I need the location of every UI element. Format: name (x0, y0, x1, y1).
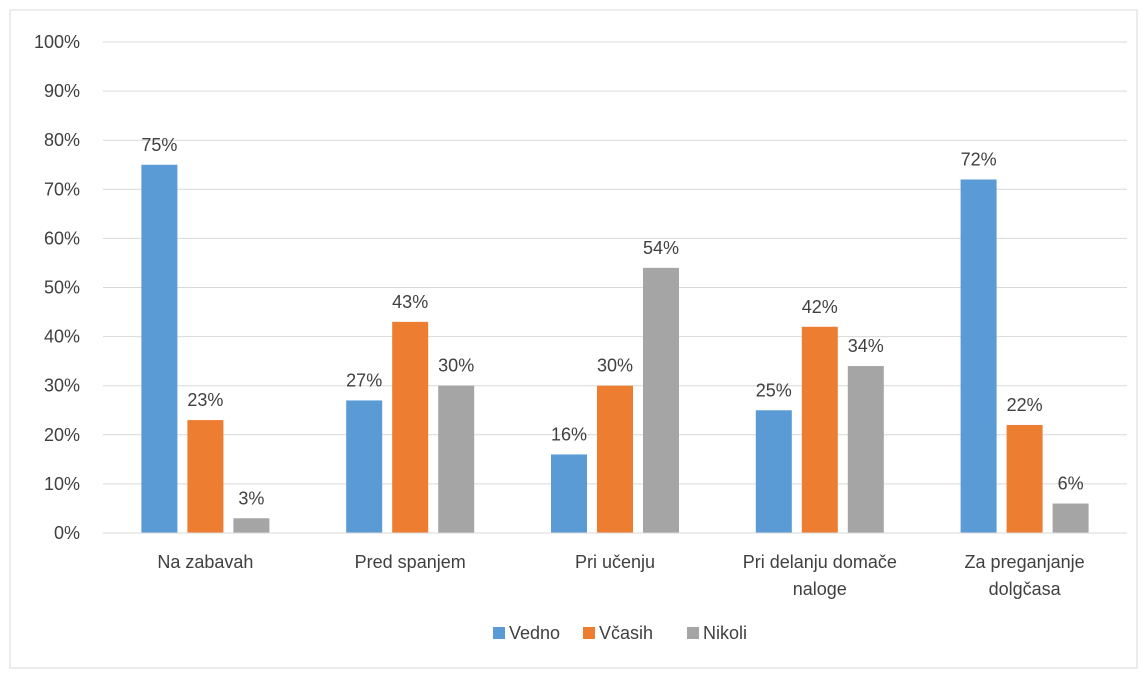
y-tick-label: 0% (54, 523, 80, 543)
chart-border (9, 9, 1138, 669)
y-tick-label: 90% (44, 81, 80, 101)
data-label: 27% (346, 370, 382, 390)
data-label: 54% (643, 238, 679, 258)
legend-label: Vedno (509, 623, 560, 643)
x-category-label: Pred spanjem (355, 552, 466, 572)
bar-vedno-1 (141, 164, 178, 533)
x-category-label: naloge (793, 579, 847, 599)
data-label: 16% (551, 424, 587, 444)
data-label: 25% (756, 380, 792, 400)
bar-včasih-3 (597, 385, 633, 533)
y-tick-label: 100% (34, 32, 80, 52)
data-label: 75% (141, 135, 177, 155)
data-label: 6% (1058, 474, 1084, 494)
data-labels: 75% 23% 3% 27% 43% 30% 16% 30% 54% 25% 42% 34% 72% 22… (141, 135, 1083, 509)
x-category-label: Na zabavah (157, 552, 253, 572)
bar-vedno-5 (960, 179, 997, 534)
gridlines (103, 41, 1127, 485)
bar-včasih-1 (187, 420, 224, 533)
bar-nikoli-2 (438, 385, 475, 533)
legend-swatch-včasih (583, 627, 595, 639)
y-tick-label: 70% (44, 179, 80, 199)
data-label: 34% (848, 336, 884, 356)
y-tick-label: 20% (44, 425, 80, 445)
bar-vedno-3 (551, 454, 587, 533)
x-category-label: dolgčasa (989, 579, 1062, 599)
bar-nikoli-4 (847, 366, 884, 533)
bar-včasih-5 (1006, 424, 1043, 533)
data-label: 23% (187, 390, 223, 410)
legend: Vedno Včasih Nikoli (493, 623, 747, 643)
data-label: 30% (597, 356, 633, 376)
x-axis-category-labels: Na zabavah Pred spanjem Pri učenju Pri dela… (157, 552, 1084, 599)
legend-swatch-nikoli (687, 627, 699, 639)
bar-vedno-2 (346, 400, 383, 533)
y-tick-label: 30% (44, 376, 80, 396)
bar-nikoli-3 (643, 267, 679, 533)
data-label: 3% (238, 488, 264, 508)
bar-včasih-4 (801, 326, 838, 533)
data-label: 42% (802, 297, 838, 317)
y-tick-label: 10% (44, 474, 80, 494)
legend-label: Nikoli (703, 623, 747, 643)
y-tick-label: 50% (44, 278, 80, 298)
data-label: 30% (438, 356, 474, 376)
legend-swatch-vedno (493, 627, 505, 639)
bar-vedno-4 (755, 410, 792, 533)
y-tick-label: 40% (44, 327, 80, 347)
y-axis-tick-labels: 0% 10% 20% 30% 40% 50% 60% 70% 80% 90% 100% (34, 32, 80, 543)
data-label: 22% (1007, 395, 1043, 415)
x-category-label: Za preganjanje (965, 552, 1085, 572)
y-tick-label: 80% (44, 130, 80, 150)
legend-label: Včasih (599, 623, 653, 643)
bar-včasih-2 (392, 321, 429, 533)
data-label: 72% (961, 149, 997, 169)
y-tick-label: 60% (44, 228, 80, 248)
bar-nikoli-1 (233, 518, 270, 533)
data-label: 43% (392, 292, 428, 312)
x-category-label: Pri učenju (575, 552, 655, 572)
bar-nikoli-5 (1052, 503, 1089, 533)
x-category-label: Pri delanju domače (743, 552, 897, 572)
bars (141, 164, 1089, 534)
